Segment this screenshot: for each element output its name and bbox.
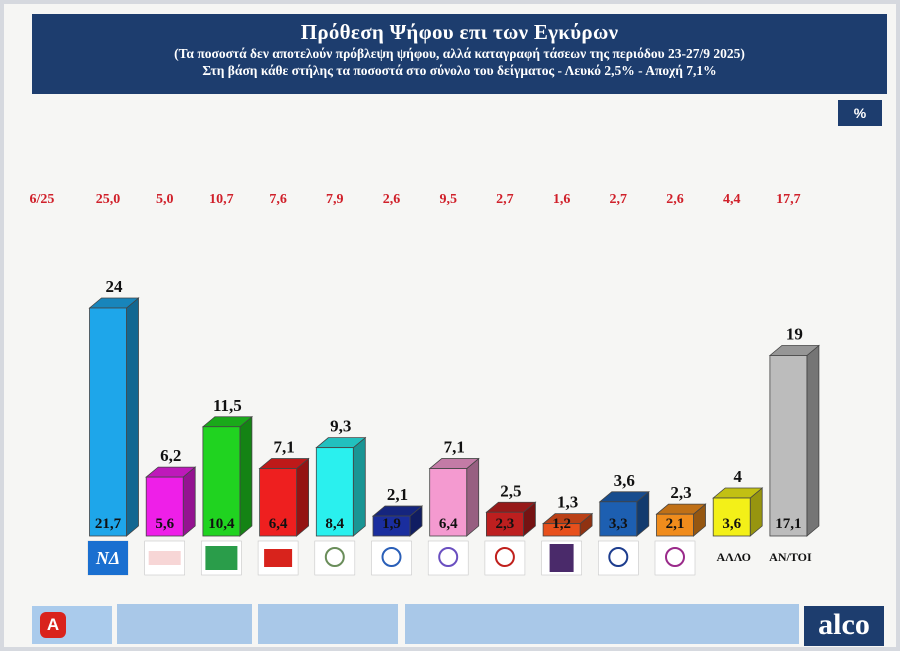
party-logo-icon [665, 547, 685, 567]
previous-wave-value: 5,0 [156, 192, 174, 207]
bar [485, 511, 524, 537]
previous-wave-value: 4,4 [723, 192, 741, 207]
party-logo [314, 540, 356, 576]
previous-wave-value: 2,6 [666, 192, 684, 207]
chart-subtitle-2: Στη βάση κάθε στήλης τα ποσοστά στο σύνο… [202, 63, 717, 78]
bar [599, 501, 638, 537]
footer-band [117, 604, 252, 644]
previous-wave-value: 2,7 [610, 192, 628, 207]
bar-value-label: 2,5 [500, 481, 521, 500]
bar-base-label: 1,2 [552, 516, 571, 532]
bar-side [239, 415, 253, 537]
previous-wave-value: 9,5 [439, 192, 457, 207]
pasok-logo-icon [205, 546, 238, 570]
bar [372, 515, 411, 537]
bar [259, 468, 298, 537]
bar-value-label: 4 [733, 467, 742, 486]
bar-base-label: 10,4 [208, 516, 235, 532]
nd-logo-icon [88, 541, 128, 575]
bar-base-label: 1,9 [382, 516, 401, 532]
previous-wave-value: 25,0 [96, 192, 121, 207]
previous-wave-value: 2,6 [383, 192, 401, 207]
bar [89, 307, 127, 537]
party-logo [427, 540, 469, 576]
bar-value-label: 6,2 [160, 446, 181, 465]
party-logo-icon [608, 547, 629, 567]
alpha-tv-logo: Α [32, 606, 112, 644]
party-logo-icon [438, 547, 459, 567]
previous-wave-value: 1,6 [553, 192, 571, 207]
chart-subtitle-1: (Τα ποσοστά δεν αποτελούν πρόβλεψη ψήφου… [174, 46, 745, 61]
bar-value-label: 2,1 [387, 485, 408, 504]
bar-base-label: 8,4 [325, 516, 344, 532]
bar-base-label: 2,1 [666, 516, 685, 532]
bar [315, 447, 354, 537]
footer-band [405, 604, 799, 644]
bar-base-label: 6,4 [439, 516, 458, 532]
bar [202, 426, 241, 537]
bar-value-label: 1,3 [557, 493, 578, 512]
party-logo [371, 540, 412, 576]
bar-value-label: 7,1 [273, 438, 294, 457]
previous-wave-value: 7,9 [326, 192, 344, 207]
party-logo-icon [324, 547, 345, 567]
previous-wave-value: 2,7 [496, 192, 514, 207]
party-logo-icon [381, 547, 402, 567]
bar-value-label: 24 [106, 277, 124, 296]
header-banner: Πρόθεση Ψήφου επι των Εγκύρων (Τα ποσοστ… [32, 14, 887, 94]
bar-value-label: 2,3 [670, 483, 691, 502]
bar-side [126, 297, 139, 537]
party-logo [654, 540, 696, 576]
previous-wave-value: 10,7 [209, 192, 234, 207]
bar-base-label: 3,6 [722, 516, 741, 532]
kinima-logo-icon [549, 544, 574, 572]
bar-base-label: 5,6 [155, 516, 174, 532]
percent-badge: % [838, 100, 882, 126]
bar [542, 523, 581, 537]
bar-base-label: 6,4 [269, 516, 288, 532]
bar [429, 468, 468, 537]
bar-value-label: 19 [786, 325, 803, 344]
party-logo [597, 540, 639, 576]
bar [712, 497, 751, 537]
bar [145, 476, 184, 537]
party-logo-icon [494, 547, 515, 567]
previous-wave-value: 7,6 [269, 192, 287, 207]
category-label: ΑΛΛΟ [716, 550, 751, 564]
bar [656, 513, 694, 537]
bar-base-label: 3,3 [609, 516, 628, 532]
nd-logo-mark: ΝΔ [95, 548, 120, 568]
bar [769, 355, 808, 537]
bar-value-label: 11,5 [213, 396, 242, 415]
bar-base-label: 17,1 [775, 516, 801, 532]
previous-wave-label: 6/25 [30, 192, 55, 207]
bar-value-label: 3,6 [614, 471, 635, 490]
chart-frame: Πρόθεση Ψήφου επι των Εγκύρων (Τα ποσοστ… [4, 4, 896, 647]
category-label: ΑΝ/ΤΟΙ [769, 550, 812, 564]
party-logo [484, 540, 526, 576]
syriza-logo-icon [148, 551, 181, 565]
bar-chart: 6/25 24 21,7 25,0 6,2 5,6 5,0 11,5 10,4 10,7 7,1 6,… [30, 192, 821, 576]
bar-side [466, 457, 480, 537]
bar-value-label: 9,3 [330, 417, 351, 436]
bar-base-label: 2,3 [496, 516, 515, 532]
chart-title: Πρόθεση Ψήφου επι των Εγκύρων [300, 20, 619, 44]
alpha-mark-icon: Α [40, 612, 66, 638]
bar-side [806, 344, 820, 537]
bar-side [296, 457, 310, 537]
previous-wave-value: 17,7 [776, 192, 801, 207]
kke-logo-icon [264, 549, 293, 567]
bar-side [182, 466, 196, 537]
bar-side [352, 436, 366, 537]
bar-value-label: 7,1 [444, 438, 465, 457]
bar-base-label: 21,7 [95, 516, 122, 532]
footer-band [258, 604, 398, 644]
alco-logo: alco [804, 606, 884, 646]
